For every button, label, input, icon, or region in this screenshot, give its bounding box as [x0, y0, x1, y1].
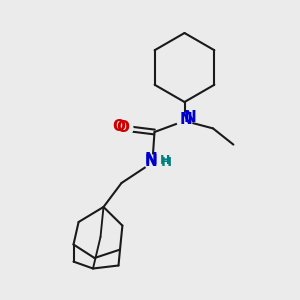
- Text: O: O: [112, 119, 125, 134]
- Text: N: N: [184, 110, 196, 125]
- Text: N: N: [180, 112, 192, 128]
- Circle shape: [145, 155, 160, 170]
- Text: N: N: [145, 154, 157, 169]
- Text: H: H: [160, 156, 172, 169]
- Text: N: N: [145, 152, 157, 167]
- Text: O: O: [116, 120, 130, 135]
- Text: H: H: [160, 154, 170, 167]
- Circle shape: [177, 113, 192, 128]
- Circle shape: [118, 121, 133, 136]
